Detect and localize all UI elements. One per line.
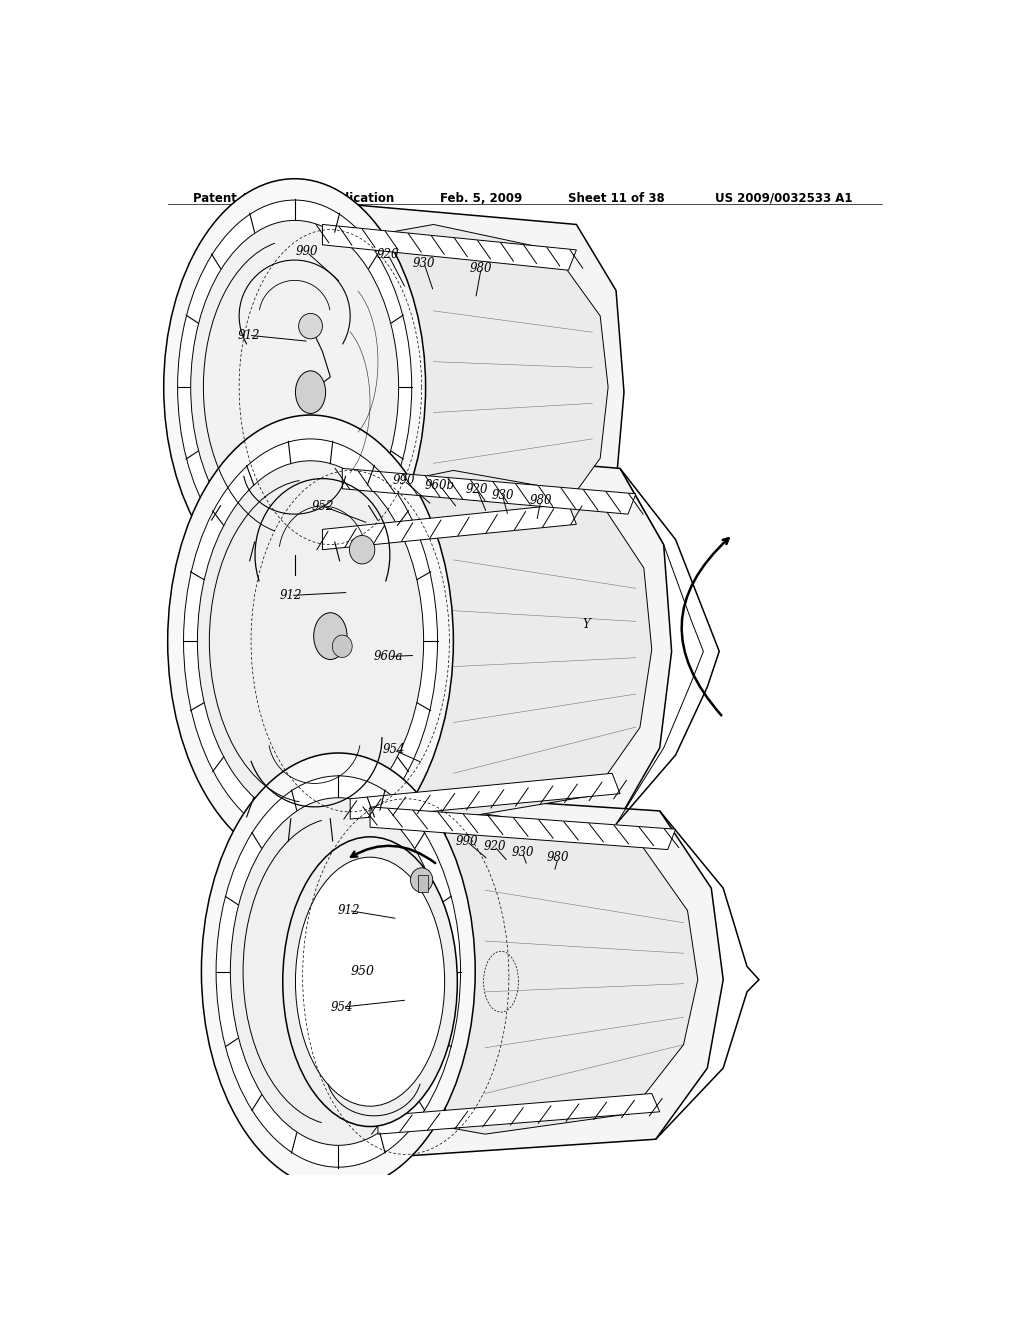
Text: 920: 920 xyxy=(483,840,506,853)
Text: 990: 990 xyxy=(456,836,478,847)
Ellipse shape xyxy=(183,440,437,843)
Ellipse shape xyxy=(411,867,433,892)
Ellipse shape xyxy=(349,536,375,564)
Text: 960a: 960a xyxy=(374,649,403,663)
Text: 930: 930 xyxy=(511,846,534,859)
Text: 912: 912 xyxy=(280,589,302,602)
Polygon shape xyxy=(378,1093,659,1134)
Polygon shape xyxy=(342,469,636,515)
Text: 912: 912 xyxy=(337,904,359,917)
Ellipse shape xyxy=(190,220,398,554)
Ellipse shape xyxy=(230,797,446,1146)
Text: 980: 980 xyxy=(470,261,493,275)
Polygon shape xyxy=(323,504,577,549)
Text: 980: 980 xyxy=(529,495,552,507)
Text: 960b: 960b xyxy=(425,479,455,492)
Text: 920: 920 xyxy=(377,248,399,261)
Ellipse shape xyxy=(299,313,323,339)
Text: US 2009/0032533 A1: US 2009/0032533 A1 xyxy=(715,191,853,205)
Ellipse shape xyxy=(216,776,461,1167)
Text: 952: 952 xyxy=(311,499,334,512)
Text: 930: 930 xyxy=(492,490,514,503)
Text: 990: 990 xyxy=(393,474,416,487)
Text: Patent Application Publication: Patent Application Publication xyxy=(194,191,394,205)
Ellipse shape xyxy=(296,371,326,413)
Text: 920: 920 xyxy=(466,483,488,496)
Text: 950: 950 xyxy=(350,965,374,978)
Ellipse shape xyxy=(202,752,475,1191)
Text: FIG. 17b: FIG. 17b xyxy=(279,781,364,800)
Text: FIG. 17c: FIG. 17c xyxy=(282,1110,364,1127)
Ellipse shape xyxy=(296,857,444,1106)
Text: FIG. 17a: FIG. 17a xyxy=(267,536,351,553)
Ellipse shape xyxy=(283,837,458,1126)
Text: Feb. 5, 2009: Feb. 5, 2009 xyxy=(440,191,522,205)
Polygon shape xyxy=(445,814,697,1134)
Text: Y: Y xyxy=(583,619,591,631)
Polygon shape xyxy=(323,224,577,271)
Text: 990: 990 xyxy=(295,246,317,259)
Polygon shape xyxy=(414,470,652,818)
Polygon shape xyxy=(370,807,676,850)
Polygon shape xyxy=(306,205,624,576)
Text: 912: 912 xyxy=(238,329,260,342)
Polygon shape xyxy=(350,774,620,818)
Polygon shape xyxy=(418,875,428,892)
Ellipse shape xyxy=(164,178,426,595)
Text: 954: 954 xyxy=(383,743,406,756)
Ellipse shape xyxy=(198,461,424,821)
Text: 980: 980 xyxy=(547,851,569,865)
Text: 954: 954 xyxy=(331,1001,353,1014)
Ellipse shape xyxy=(177,201,412,574)
Ellipse shape xyxy=(168,414,454,867)
Ellipse shape xyxy=(313,612,347,660)
Ellipse shape xyxy=(333,635,352,657)
Text: Sheet 11 of 38: Sheet 11 of 38 xyxy=(568,191,666,205)
Text: 930: 930 xyxy=(413,256,435,269)
Polygon shape xyxy=(354,793,723,1156)
Polygon shape xyxy=(394,224,608,546)
Polygon shape xyxy=(327,447,672,845)
